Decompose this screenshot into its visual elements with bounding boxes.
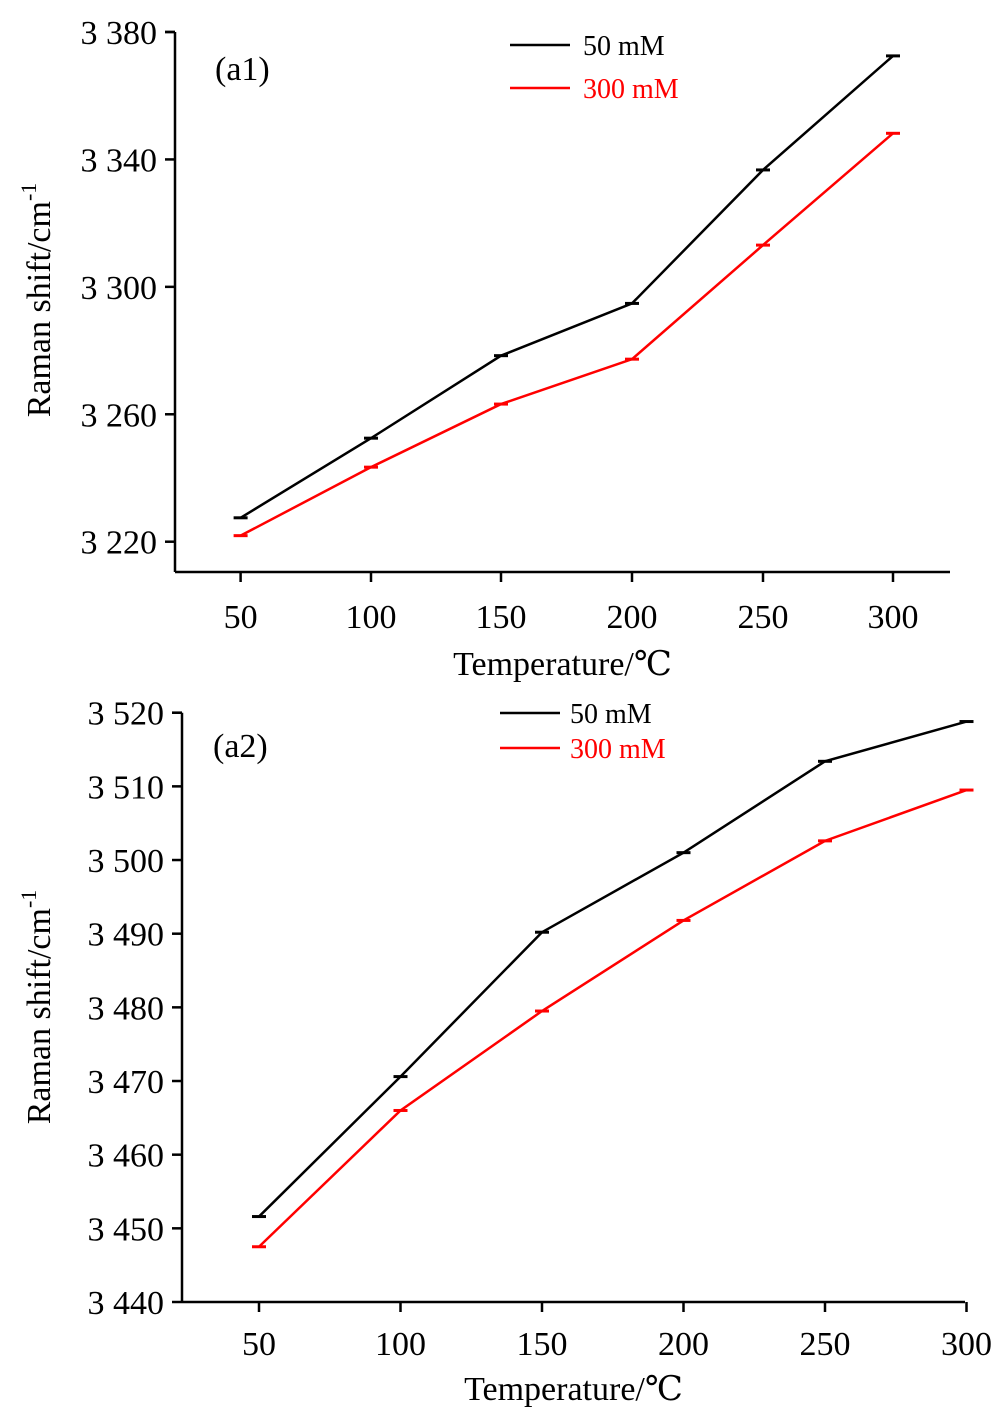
x-tick-label: 200 bbox=[658, 1326, 709, 1363]
panel-label: (a2) bbox=[213, 728, 268, 765]
y-tick-label: 3 460 bbox=[88, 1138, 165, 1175]
y-axis-title: Raman shift/cm-1 bbox=[16, 183, 58, 418]
y-tick-label: 3 380 bbox=[81, 15, 158, 52]
y-axis-title-superscript: -1 bbox=[16, 183, 41, 201]
legend-label-1: 300 mM bbox=[583, 74, 679, 105]
x-tick-label: 200 bbox=[607, 599, 658, 636]
y-tick-label: 3 450 bbox=[88, 1211, 165, 1248]
x-tick-label: 300 bbox=[941, 1326, 992, 1363]
chart-panel-a1: 3 220 3 260 3 300 3 340 3 380 50 100 150 200 250 3… bbox=[16, 15, 950, 683]
x-axis-title: Temperature/℃ bbox=[464, 1371, 683, 1408]
panel-label: (a1) bbox=[215, 51, 270, 88]
chart-panel-a2: 3 440 3 450 3 460 3 470 3 480 3 490 3 500 3 510… bbox=[16, 696, 992, 1408]
series-line-0 bbox=[239, 54, 894, 519]
x-tick-label: 300 bbox=[868, 599, 919, 636]
y-tick-label: 3 220 bbox=[81, 525, 158, 562]
x-tick-label: 150 bbox=[517, 1326, 568, 1363]
legend-label-0: 50 mM bbox=[570, 699, 652, 730]
x-tick-label: 150 bbox=[476, 599, 527, 636]
series-line-0 bbox=[258, 720, 967, 1218]
y-axis-title-superscript: -1 bbox=[16, 890, 41, 908]
x-tick-label: 250 bbox=[800, 1326, 851, 1363]
y-tick-label: 3 490 bbox=[88, 917, 165, 954]
legend-label-0: 50 mM bbox=[583, 31, 665, 62]
x-axis-title: Temperature/℃ bbox=[453, 646, 672, 683]
y-tick-label: 3 260 bbox=[81, 397, 158, 434]
y-tick-label: 3 440 bbox=[88, 1285, 165, 1322]
y-tick-label: 3 480 bbox=[88, 990, 165, 1027]
y-tick-label: 3 510 bbox=[88, 769, 165, 806]
legend-label-1: 300 mM bbox=[570, 734, 666, 765]
x-tick-label: 100 bbox=[375, 1326, 426, 1363]
y-tick-label: 3 500 bbox=[88, 843, 165, 880]
x-tick-label: 250 bbox=[738, 599, 789, 636]
y-tick-label: 3 470 bbox=[88, 1064, 165, 1101]
y-tick-label: 3 520 bbox=[88, 696, 165, 733]
series-line-1 bbox=[240, 132, 894, 537]
x-tick-label: 50 bbox=[224, 599, 258, 636]
x-tick-label: 50 bbox=[242, 1326, 276, 1363]
y-axis-title: Raman shift/cm-1 bbox=[16, 890, 58, 1125]
y-tick-label: 3 340 bbox=[81, 142, 158, 179]
y-tick-label: 3 300 bbox=[81, 270, 158, 307]
series-line-1 bbox=[258, 788, 967, 1248]
x-tick-label: 100 bbox=[346, 599, 397, 636]
